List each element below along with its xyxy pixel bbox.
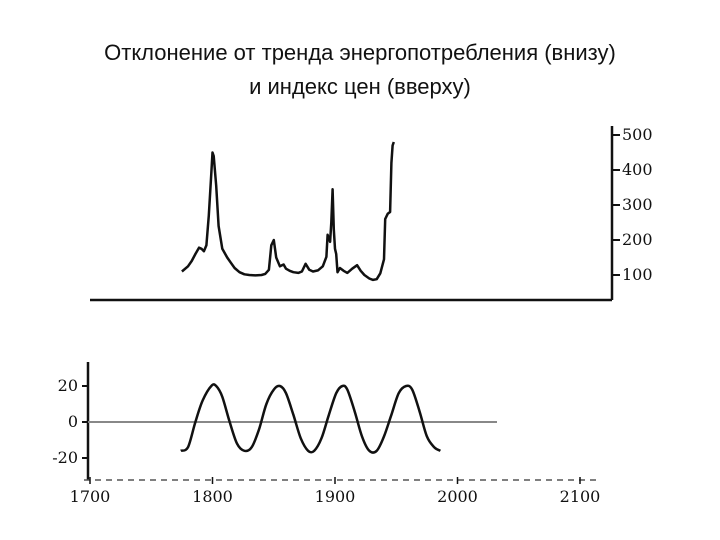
top-ytick-label: 200 <box>622 230 653 249</box>
bottom-ytick-label: 20 <box>58 376 78 395</box>
top-ytick-label: 400 <box>622 160 653 179</box>
price-index-chart: 100 200 300 400 500 <box>90 125 653 302</box>
bottom-xtick-label: 1700 <box>70 487 111 506</box>
bottom-xtick-label: 2100 <box>560 487 601 506</box>
bottom-xtick-label: 2000 <box>437 487 478 506</box>
bottom-ytick-label: 0 <box>68 412 78 431</box>
top-ytick-label: 300 <box>622 195 653 214</box>
top-ytick-label: 100 <box>622 265 653 284</box>
bottom-xtick-label: 1900 <box>315 487 356 506</box>
energy-deviation-line <box>180 383 441 454</box>
price-index-line <box>181 141 395 282</box>
bottom-ytick-label: -20 <box>52 448 78 467</box>
bottom-xtick-label: 1800 <box>192 487 233 506</box>
title-line-1: Отклонение от тренда энергопотребления (… <box>104 40 616 65</box>
energy-deviation-chart: 20 0 -20 1700 1800 1900 2000 2100 <box>52 362 600 506</box>
slide-title: Отклонение от тренда энергопотребления (… <box>0 36 720 104</box>
title-line-2: и индекс цен (вверху) <box>249 74 471 99</box>
top-ytick-label: 500 <box>622 125 653 144</box>
